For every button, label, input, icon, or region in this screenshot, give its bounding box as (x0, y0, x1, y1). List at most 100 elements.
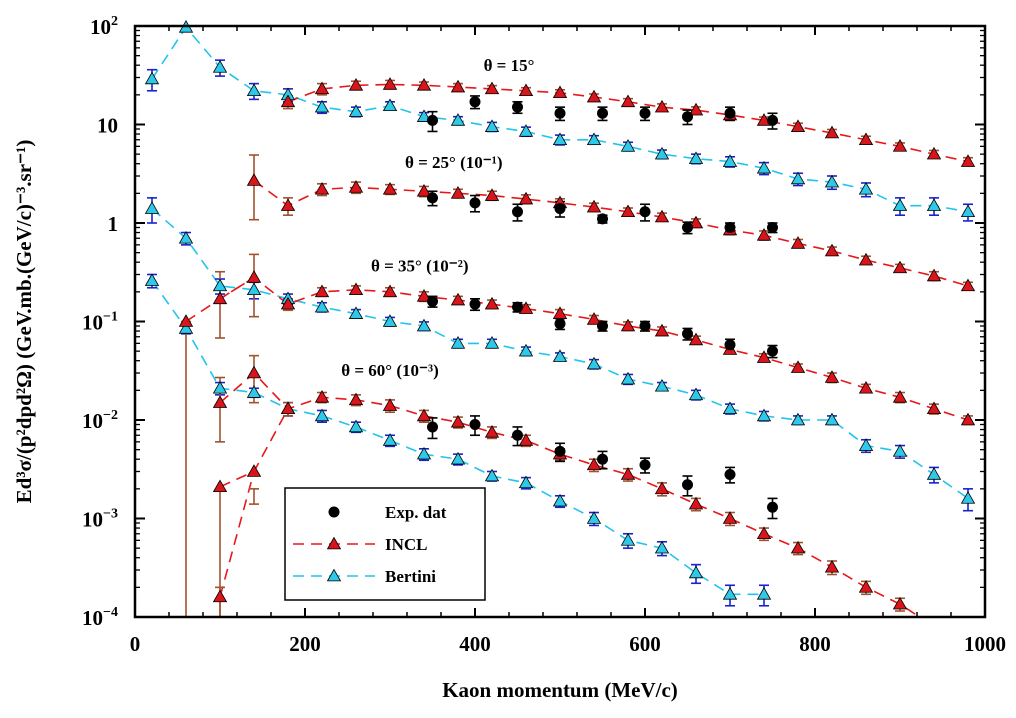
y-tick-label: 10−1 (82, 310, 118, 335)
group-2-exp-point (427, 295, 438, 307)
legend-label: INCL (385, 535, 428, 554)
group-2-exp-point (724, 339, 736, 351)
group-2-incl-point (416, 289, 432, 302)
group-2-incl-point (756, 350, 772, 363)
group-0-bertini-point (960, 204, 976, 218)
group-1-bertini-point (484, 336, 500, 349)
group-0-incl-point (620, 94, 636, 108)
group-1-bertini-point (960, 491, 976, 504)
group-0-bertini-point (246, 83, 262, 97)
group-0-bertini-point (926, 198, 942, 211)
group-2-incl-point (654, 323, 670, 337)
group-1-incl-point (518, 191, 534, 205)
group-2-incl-point (382, 284, 398, 298)
group-2-bertini-point (348, 419, 364, 433)
group-1-bertini-point (722, 401, 738, 415)
y-tick-label: 10−3 (82, 507, 118, 532)
y-tick-base: 10 (82, 606, 103, 630)
group-2-exp-point (512, 301, 523, 313)
group-1-incl-point (416, 183, 432, 197)
group-1-bertini-point (348, 306, 364, 319)
group-0-exp-point (597, 107, 608, 119)
group-3-incl-point (824, 559, 840, 573)
group-0-incl-point (552, 85, 568, 99)
group-0-incl-point (926, 146, 942, 160)
group-1-exp-point (469, 197, 481, 209)
group-1-exp-point (724, 222, 736, 234)
group-0-exp-point (427, 114, 438, 126)
annotation-label: θ = 60° (10⁻³) (341, 361, 439, 380)
group-0-bertini-point (756, 160, 772, 174)
group-0-incl-point (450, 79, 466, 93)
y-tick-base: 10 (82, 409, 103, 433)
group-3-incl-point (620, 467, 636, 480)
group-2-incl-point (858, 380, 874, 394)
group-0-incl-point (484, 81, 500, 95)
group-1-bertini-point (450, 336, 466, 349)
group-3-incl-point (688, 496, 704, 510)
group-0-incl-point (824, 125, 840, 139)
group-1-bertini-point (824, 412, 840, 426)
group-2-incl-point (280, 296, 296, 310)
group-0-exp-point (682, 111, 693, 123)
group-3-incl-point (518, 433, 534, 446)
group-0-bertini-point (382, 98, 398, 112)
group-0-incl-point (348, 77, 364, 91)
group-0-incl-point (280, 94, 296, 108)
group-0-bertini-point (450, 113, 466, 126)
group-1-incl-point (484, 188, 500, 201)
group-1-bertini-point (382, 314, 398, 327)
group-3-incl-point (654, 481, 670, 495)
x-tick-label: 400 (459, 632, 491, 656)
group-1-exp-point (639, 206, 651, 218)
extra-0-point (246, 464, 262, 477)
y-tick-label: 102 (90, 14, 118, 39)
group-3-incl-point (858, 580, 874, 593)
group-2-incl-point (892, 389, 908, 403)
group-1-bertini-point (552, 349, 568, 362)
group-3-incl-point (314, 389, 330, 403)
group-1-incl-point (960, 278, 976, 292)
group-0-exp-point (767, 114, 778, 126)
group-0-incl-point (654, 99, 670, 113)
group-2-bertini-point (552, 493, 568, 507)
group-2-bertini-point (586, 511, 602, 524)
group-1-incl-point (314, 181, 330, 195)
group-1-bertini-point (688, 387, 704, 401)
y-tick-exponent: −1 (103, 310, 118, 325)
group-2-incl-point (824, 370, 840, 383)
group-3-incl-point (790, 540, 806, 554)
group-1-incl-point (280, 198, 296, 211)
extra-2-point (178, 314, 194, 327)
group-2-incl-point (926, 401, 942, 415)
y-tick-base: 10 (82, 311, 103, 335)
group-2-bertini-point (620, 533, 636, 546)
group-2-bertini-point (450, 451, 466, 465)
axes: 0 200 400 600 800 100010−410−310−210−1110102K… (12, 14, 1006, 702)
group-0-exp-point (554, 107, 566, 119)
legend-label: Exp. dat (385, 503, 447, 522)
group-1-incl-point (246, 173, 262, 186)
group-2-incl-point (348, 282, 364, 296)
x-tick-label: 800 (799, 632, 831, 656)
group-3-exp-point (512, 429, 523, 441)
group-1-bertini-point (654, 378, 670, 392)
group-3-exp-point (724, 468, 736, 480)
data-markers (144, 19, 976, 610)
y-tick-label: 10−4 (82, 605, 118, 630)
group-3-exp-point (767, 501, 778, 513)
group-2-incl-point (484, 296, 500, 310)
group-3-incl-point (722, 511, 738, 524)
y-tick-exponent: 2 (111, 14, 118, 29)
group-0-bertini-point (552, 132, 568, 146)
group-1-incl-point (756, 228, 772, 241)
group-2-bertini-point (416, 446, 432, 460)
group-1-exp-point (597, 213, 608, 225)
group-2-incl-line (219, 276, 969, 421)
group-2-exp-point (554, 318, 566, 330)
group-0-exp-point (469, 96, 481, 108)
group-0-bertini-point (722, 154, 738, 167)
group-3-incl-point (212, 395, 228, 408)
group-2-bertini-point (246, 385, 262, 398)
group-0-bertini-point (518, 124, 534, 137)
